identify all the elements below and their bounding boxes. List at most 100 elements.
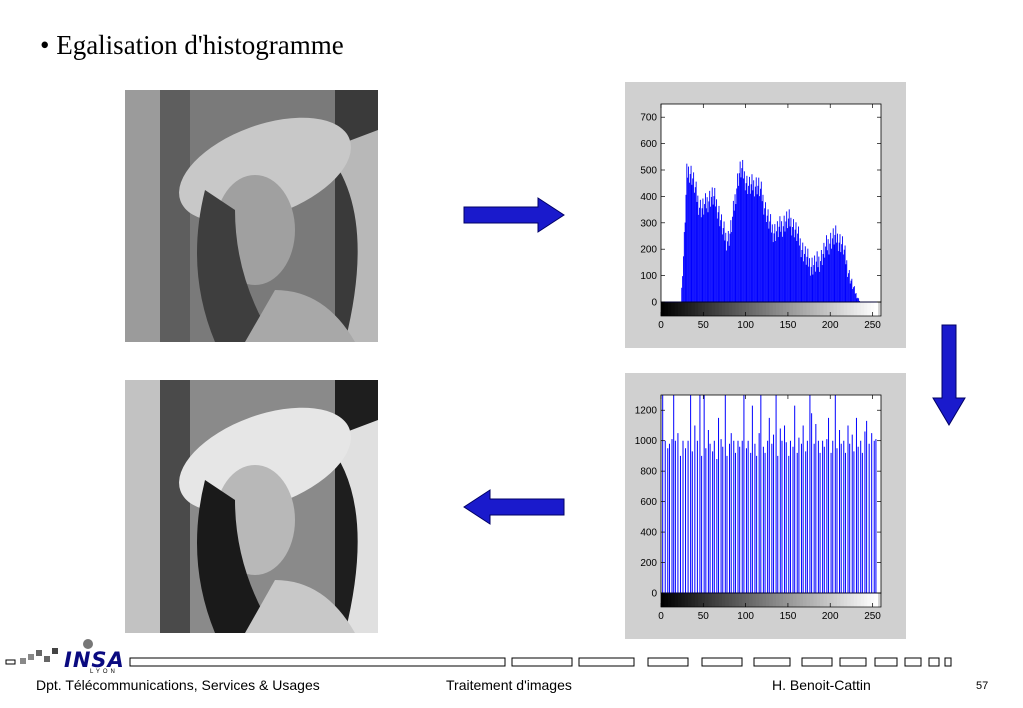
colorbar-segment <box>701 302 706 316</box>
histogram-bar <box>685 194 687 302</box>
histogram-bar <box>762 194 764 302</box>
histogram-bar <box>804 253 805 302</box>
colorbar-segment <box>806 593 811 607</box>
histogram-bar <box>760 181 762 302</box>
colorbar-segment <box>698 593 703 607</box>
histogram-bar <box>782 226 784 302</box>
colorbar-segment <box>752 593 757 607</box>
colorbar-segment <box>749 593 753 607</box>
colorbar-segment <box>661 302 665 316</box>
histogram-bar <box>712 204 714 302</box>
colorbar-segment <box>837 302 841 316</box>
histogram-bar <box>746 175 748 302</box>
colorbar-segment <box>789 302 794 316</box>
colorbar-segment <box>745 593 750 607</box>
colorbar-segment <box>772 302 777 316</box>
colorbar-segment <box>809 302 814 316</box>
arrow-down-icon <box>932 324 966 426</box>
histogram-bar <box>722 228 724 302</box>
histogram-bar <box>743 178 744 302</box>
colorbar-segment <box>742 302 747 316</box>
colorbar-segment <box>671 593 676 607</box>
histogram-bar <box>829 243 831 302</box>
histogram-bar <box>813 265 815 302</box>
colorbar-segment <box>752 302 757 316</box>
histogram-bar <box>790 217 792 302</box>
colorbar-segment <box>843 302 848 316</box>
colorbar-segment <box>664 593 669 607</box>
histogram-bar <box>837 251 839 302</box>
insa-logo-subtext: LYON <box>90 669 118 675</box>
y-tick-label: 100 <box>640 271 657 282</box>
histogram-bar <box>736 188 738 302</box>
histogram-bar <box>749 193 751 302</box>
histogram-bar <box>789 226 791 302</box>
histogram-bar <box>742 159 744 302</box>
colorbar-segment <box>793 302 797 316</box>
colorbar-segment <box>776 593 780 607</box>
histogram-bar <box>758 177 760 302</box>
colorbar-segment <box>701 593 706 607</box>
y-tick-label: 400 <box>640 528 657 539</box>
y-tick-label: 1000 <box>635 436 658 447</box>
colorbar-segment <box>786 593 791 607</box>
colorbar-segment <box>799 302 804 316</box>
histogram-bar <box>833 244 835 302</box>
histogram-bar <box>755 177 757 302</box>
histogram-bar <box>820 261 821 302</box>
histogram-bar <box>763 214 765 302</box>
colorbar-segment <box>735 593 740 607</box>
colorbar-segment <box>728 302 733 316</box>
colorbar-segment <box>840 302 845 316</box>
colorbar-segment <box>705 302 709 316</box>
histogram-bar <box>773 233 775 302</box>
colorbar-segment <box>742 593 747 607</box>
y-tick-label: 700 <box>640 113 657 124</box>
y-tick-label: 500 <box>640 166 657 177</box>
histogram-bar <box>834 234 836 302</box>
histogram-bar <box>838 242 840 302</box>
histogram-bar <box>706 197 708 302</box>
colorbar-segment <box>870 302 875 316</box>
histogram-bar <box>766 215 768 302</box>
colorbar-segment <box>738 593 743 607</box>
histogram-bar <box>797 233 799 302</box>
y-tick-label: 200 <box>640 558 657 569</box>
histogram-bar <box>690 165 692 302</box>
colorbar-segment <box>661 593 665 607</box>
colorbar-segment <box>789 593 794 607</box>
histogram-bar <box>687 177 689 302</box>
histogram-bar <box>740 177 742 302</box>
histogram-bar <box>796 241 798 302</box>
x-tick-label: 100 <box>737 611 754 622</box>
histogram-bar <box>767 209 769 302</box>
histogram-bar <box>708 201 710 302</box>
colorbar-segment <box>762 593 767 607</box>
colorbar-segment <box>769 593 774 607</box>
colorbar-segment <box>674 302 679 316</box>
histogram-bar <box>723 221 725 302</box>
histogram-bar <box>688 182 690 302</box>
colorbar-segment <box>708 593 713 607</box>
colorbar-segment <box>782 593 787 607</box>
arrow-right-icon <box>463 197 565 233</box>
histogram-bar <box>831 238 833 302</box>
histogram-bar <box>805 264 807 302</box>
histogram-bar <box>810 266 812 302</box>
page-number: 57 <box>976 680 989 692</box>
colorbar-segment <box>725 593 730 607</box>
histogram-bar <box>825 246 827 302</box>
histogram-bar <box>696 201 698 302</box>
histogram-bar <box>782 236 783 302</box>
colorbar-segment <box>857 593 862 607</box>
equalized-image-drawing <box>125 380 378 633</box>
x-tick-label: 200 <box>822 320 839 331</box>
plot-frame <box>660 103 882 303</box>
histogram-bar <box>839 234 841 302</box>
colorbar-segment <box>857 302 862 316</box>
histogram-bar <box>842 236 843 302</box>
histogram-bar <box>709 190 711 302</box>
histogram-bar <box>729 233 731 302</box>
colorbar-segment <box>691 302 696 316</box>
colorbar-segment <box>718 302 723 316</box>
